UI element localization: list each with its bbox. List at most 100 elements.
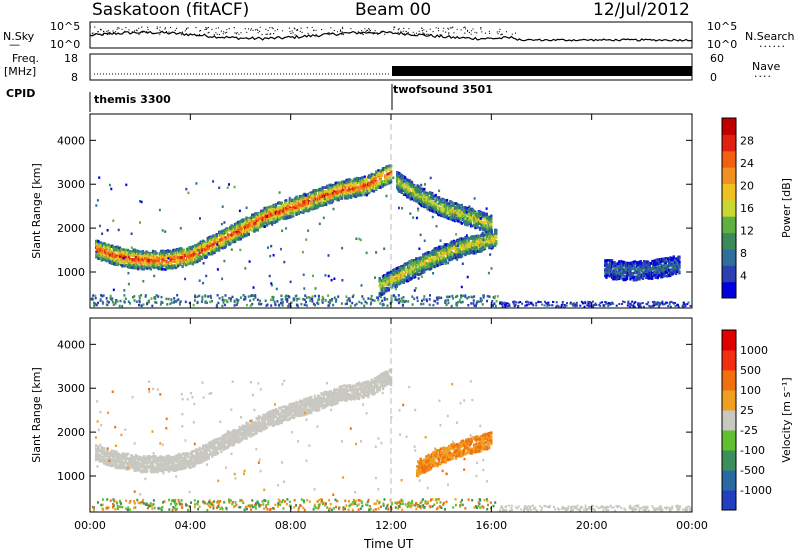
noise-search-point — [439, 34, 441, 36]
noise-search-point — [339, 30, 342, 32]
range-cell — [311, 205, 314, 209]
range-cell — [187, 252, 190, 256]
range-cell — [488, 235, 491, 239]
nave-label: Nave — [752, 60, 781, 73]
range-cell — [481, 223, 484, 227]
range-cell — [452, 239, 456, 243]
range-cell — [134, 258, 138, 262]
range-cell — [490, 229, 493, 233]
noise-search-point — [315, 29, 317, 31]
noise-search-point — [125, 27, 127, 29]
range-cell — [450, 200, 453, 204]
range-cell — [338, 194, 341, 197]
range-cell — [177, 264, 180, 268]
range-cell — [211, 238, 214, 241]
cpid-twofsound: twofsound 3501 — [393, 83, 493, 96]
range-cell — [305, 200, 308, 204]
range-cell — [142, 259, 146, 263]
range-cell — [487, 218, 491, 222]
range-cell — [451, 216, 454, 220]
range-cell — [434, 256, 437, 260]
noise-search-point — [464, 32, 466, 34]
range-cell — [294, 203, 297, 207]
range-cell — [295, 213, 298, 216]
noise-search-point — [331, 32, 333, 35]
range-cell — [133, 252, 136, 256]
noise-search-point — [254, 29, 257, 31]
range-cell — [270, 212, 273, 216]
range-cell — [246, 219, 249, 223]
range-cell — [229, 242, 232, 246]
range-cell — [139, 265, 142, 269]
range-cell — [461, 211, 465, 215]
range-cell — [419, 198, 423, 202]
range-cell — [220, 230, 223, 234]
range-cell — [264, 214, 267, 218]
range-cell — [451, 203, 454, 207]
range-cell — [178, 252, 181, 256]
range-cell — [380, 287, 383, 291]
range-cell — [442, 201, 445, 204]
range-cell — [431, 262, 434, 266]
range-cell — [131, 252, 134, 256]
range-cell — [486, 221, 490, 225]
range-cell — [229, 235, 232, 239]
noise-search-point — [147, 29, 149, 31]
range-cell — [410, 197, 414, 201]
range-cell — [619, 266, 622, 269]
noise-search-point — [369, 30, 371, 32]
range-cell — [154, 250, 157, 254]
range-cell — [263, 216, 266, 220]
range-cell — [414, 185, 417, 189]
range-cell — [342, 193, 345, 197]
range-cell — [285, 217, 288, 220]
noise-search-point — [448, 32, 450, 34]
range-cell — [266, 210, 270, 214]
range-cell — [124, 248, 127, 252]
range-cell — [378, 293, 381, 297]
range-cell — [487, 215, 491, 219]
range-cell — [231, 236, 234, 240]
range-cell — [276, 211, 279, 215]
noise-search-point — [374, 30, 376, 32]
range-cell — [415, 264, 418, 267]
range-cell — [387, 277, 390, 281]
range-cell — [137, 256, 140, 260]
noise-search-point — [265, 28, 267, 30]
range-cell — [624, 261, 627, 265]
range-cell — [396, 186, 399, 190]
range-cell — [236, 230, 239, 234]
range-cell — [224, 242, 228, 246]
noise-search-point — [99, 28, 102, 30]
range-cell — [452, 203, 456, 207]
range-cell — [255, 212, 258, 215]
range-cell — [342, 191, 345, 195]
noise-search-point — [474, 31, 476, 33]
range-cell — [163, 258, 166, 261]
range-cell — [467, 247, 470, 251]
range-cell — [166, 265, 169, 269]
noise-search-point — [481, 31, 483, 33]
noise-search-point — [138, 27, 140, 29]
range-cell — [440, 208, 443, 211]
noise-search-point — [464, 26, 466, 28]
noise-search-point — [199, 33, 201, 36]
range-cell — [391, 285, 394, 289]
range-cell — [432, 257, 435, 260]
range-cell — [444, 209, 448, 213]
noise-search-point — [292, 32, 294, 34]
range-cell — [329, 196, 332, 199]
noise-search-point — [205, 27, 207, 29]
range-cell — [416, 269, 419, 273]
range-cell — [232, 230, 236, 233]
range-cell — [268, 205, 271, 209]
range-cell — [480, 249, 483, 253]
range-cell — [394, 271, 397, 275]
range-cell — [418, 188, 421, 191]
range-cell — [420, 267, 424, 270]
range-cell — [198, 251, 201, 255]
range-cell — [378, 277, 381, 281]
range-cell — [457, 219, 460, 223]
range-cell — [318, 193, 321, 197]
range-cell — [475, 234, 478, 238]
